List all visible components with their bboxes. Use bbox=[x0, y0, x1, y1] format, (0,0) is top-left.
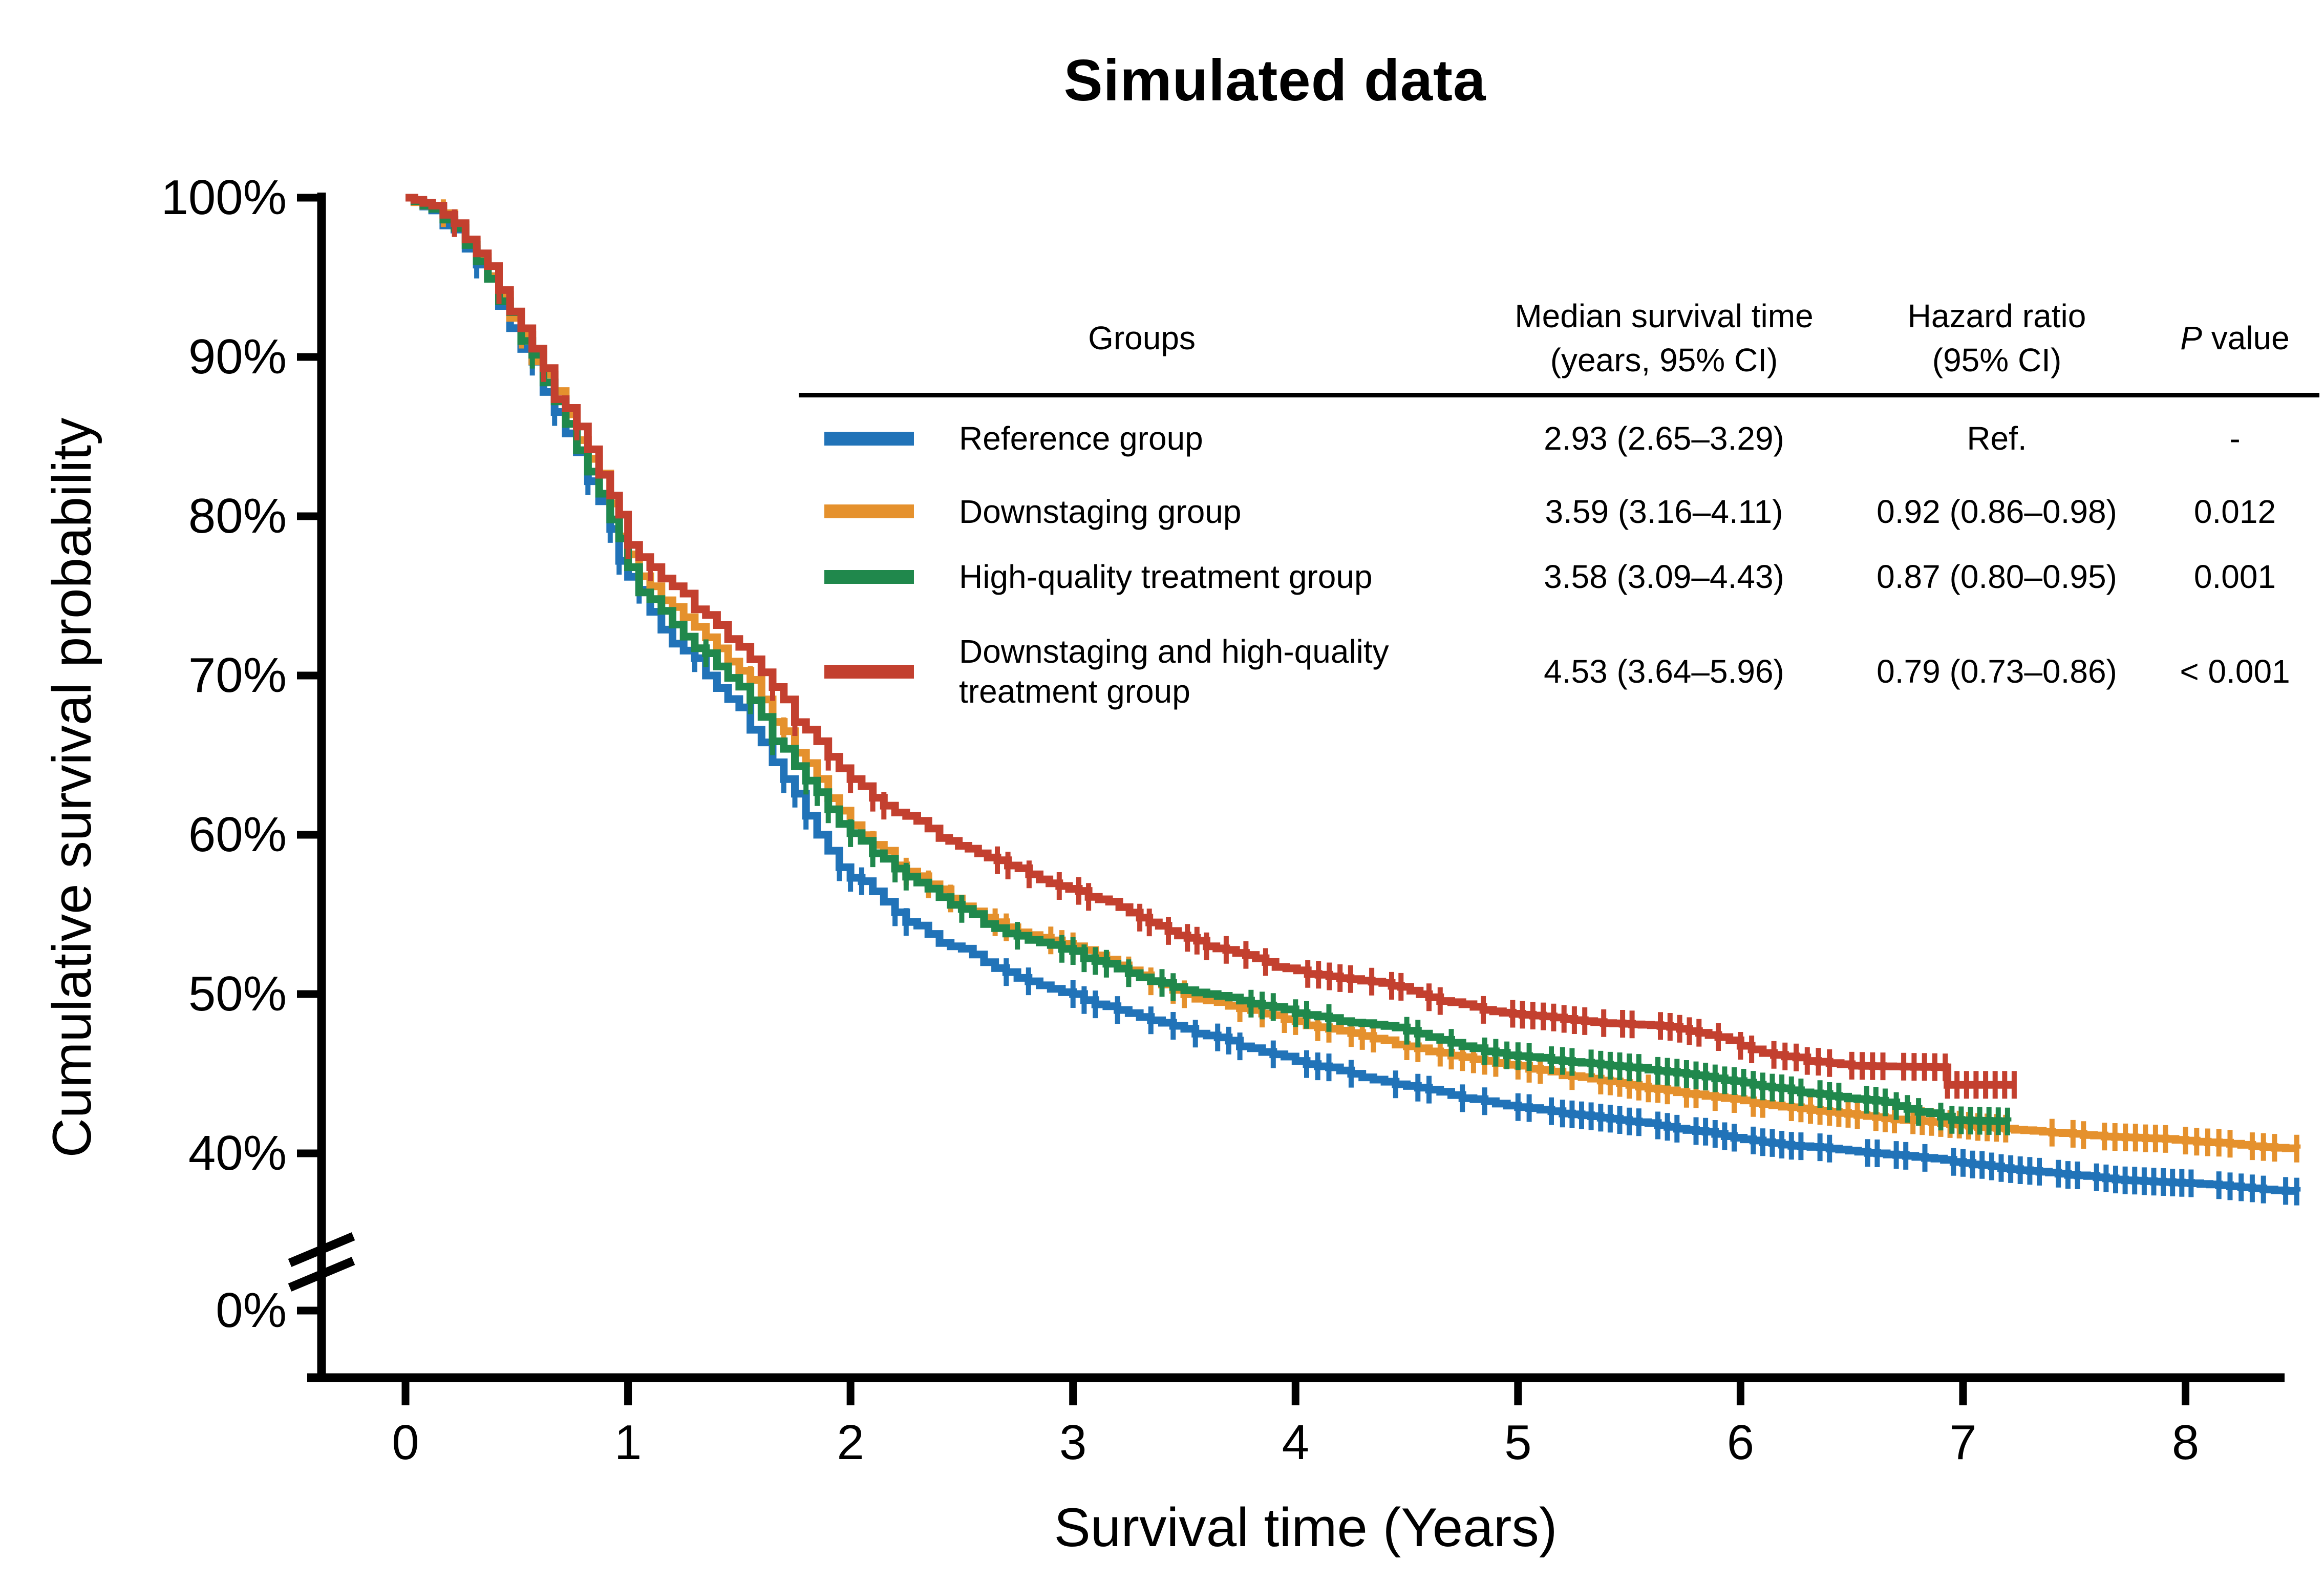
group-label: Reference group bbox=[959, 418, 1203, 458]
group-cell-reference: Reference group bbox=[799, 418, 1485, 458]
axis-break-slash bbox=[288, 1232, 355, 1267]
median-value: 2.93 (2.65–3.29) bbox=[1544, 420, 1784, 457]
censor-marks-downstaging-and-high-quality-treatment-group bbox=[452, 209, 2017, 1099]
group-label: High-quality treatment group bbox=[959, 557, 1373, 597]
group-label: Downstaging and high-quality treatment g… bbox=[959, 631, 1389, 711]
p-value: < 0.001 bbox=[2180, 653, 2290, 690]
results-table: Groups Median survival time (years, 95% … bbox=[799, 283, 2319, 733]
table-row: High-quality treatment group 3.58 (3.09–… bbox=[799, 543, 2319, 610]
x-tick-label: 6 bbox=[1726, 1415, 1755, 1470]
table-header-row: Groups Median survival time (years, 95% … bbox=[799, 283, 2319, 397]
hazard-value: 0.92 (0.86–0.98) bbox=[1877, 493, 2117, 530]
x-tick-label: 7 bbox=[1949, 1415, 1977, 1470]
table-row: Downstaging and high-quality treatment g… bbox=[799, 610, 2319, 733]
median-value: 3.59 (3.16–4.11) bbox=[1545, 493, 1783, 530]
median-value: 3.58 (3.09–4.43) bbox=[1544, 558, 1784, 595]
p-value: 0.001 bbox=[2193, 558, 2276, 595]
group-label-line2: treatment group bbox=[959, 673, 1190, 710]
y-tick-label: 90% bbox=[188, 329, 287, 384]
x-tick-label: 2 bbox=[837, 1415, 864, 1470]
group-label: Downstaging group bbox=[959, 492, 1241, 532]
median-value: 4.53 (3.64–5.96) bbox=[1544, 653, 1784, 690]
x-axis-title: Survival time (Years) bbox=[1054, 1496, 1558, 1558]
y-tick-label: 60% bbox=[188, 807, 287, 862]
x-tick-label: 5 bbox=[1504, 1415, 1532, 1470]
y-tick-label: 70% bbox=[188, 648, 287, 703]
group-cell-downstaging: Downstaging group bbox=[799, 492, 1485, 532]
header-p-value: P value bbox=[2150, 316, 2319, 360]
x-tick-label: 8 bbox=[2171, 1415, 2200, 1470]
axis-break-slash bbox=[288, 1257, 355, 1292]
header-p-italic: P bbox=[2180, 319, 2202, 356]
header-hazard: Hazard ratio (95% CI) bbox=[1843, 294, 2150, 382]
chart-title: Simulated data bbox=[1063, 48, 1486, 113]
header-median: Median survival time (years, 95% CI) bbox=[1485, 294, 1843, 382]
group-label-line1: Downstaging group bbox=[959, 493, 1242, 530]
header-p-rest: value bbox=[2202, 319, 2290, 356]
y-tick-label: 40% bbox=[188, 1126, 287, 1180]
header-median-line1: Median survival time bbox=[1515, 297, 1814, 334]
header-hazard-line2: (95% CI) bbox=[1932, 341, 2062, 378]
group-label-line1: High-quality treatment group bbox=[959, 558, 1373, 595]
header-hazard-line1: Hazard ratio bbox=[1907, 297, 2086, 334]
x-tick-label: 4 bbox=[1282, 1415, 1309, 1470]
group-label-line1: Downstaging and high-quality bbox=[959, 633, 1389, 670]
x-tick-label: 1 bbox=[614, 1415, 642, 1470]
p-value: - bbox=[2229, 420, 2241, 457]
group-label-line1: Reference group bbox=[959, 420, 1203, 457]
legend-swatch-high-quality bbox=[824, 569, 914, 584]
y-tick-label: 80% bbox=[188, 489, 287, 543]
legend-swatch-reference bbox=[824, 431, 914, 446]
legend-swatch-downstaging bbox=[824, 504, 914, 518]
group-cell-high-quality: High-quality treatment group bbox=[799, 557, 1485, 597]
table-row: Reference group 2.93 (2.65–3.29) Ref. - bbox=[799, 397, 2319, 479]
censor-marks-high-quality-treatment-group bbox=[529, 341, 2010, 1135]
y-tick-label: 100% bbox=[161, 170, 287, 225]
p-value: 0.012 bbox=[2193, 493, 2276, 530]
x-tick-label: 3 bbox=[1059, 1415, 1087, 1470]
hazard-value: 0.87 (0.80–0.95) bbox=[1877, 558, 2117, 595]
hazard-value: Ref. bbox=[1967, 420, 2027, 457]
y-tick-label: 50% bbox=[188, 966, 287, 1021]
group-cell-downstaging-high-quality: Downstaging and high-quality treatment g… bbox=[799, 631, 1485, 711]
header-median-line2: (years, 95% CI) bbox=[1550, 341, 1778, 378]
x-tick-label: 0 bbox=[392, 1415, 419, 1470]
header-groups: Groups bbox=[1088, 319, 1196, 356]
hazard-value: 0.79 (0.73–0.86) bbox=[1877, 653, 2117, 690]
y-tick-label: 0% bbox=[216, 1283, 287, 1338]
table-row: Downstaging group 3.59 (3.16–4.11) 0.92 … bbox=[799, 479, 2319, 543]
legend-swatch-downstaging-high-quality bbox=[824, 664, 914, 679]
